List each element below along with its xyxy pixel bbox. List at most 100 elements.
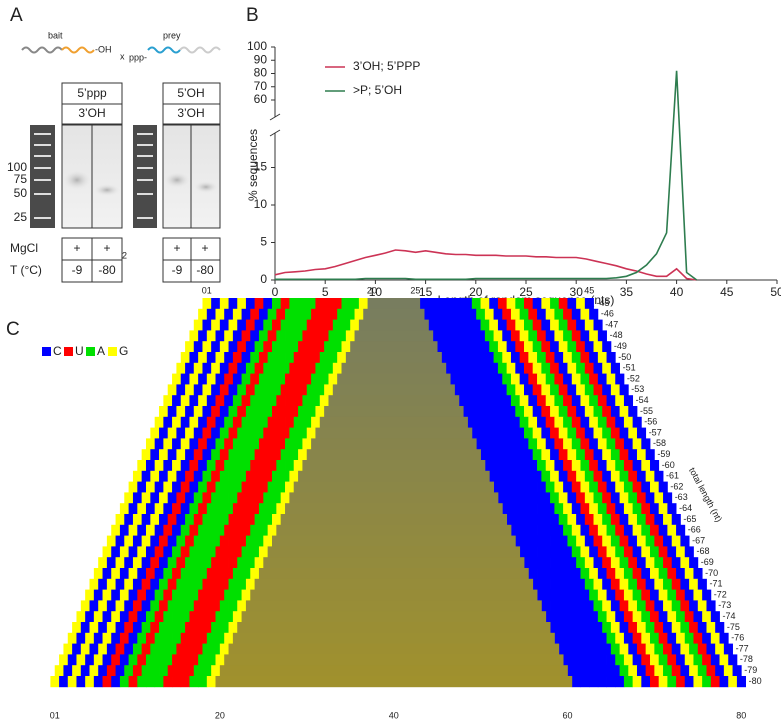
nt-cell [219, 535, 229, 547]
nt-cell [193, 470, 203, 482]
nt-cell [276, 481, 286, 493]
nt-cell [202, 665, 212, 677]
nt-cell [193, 600, 203, 612]
nt-cell [658, 654, 668, 666]
nt-cell [467, 373, 477, 385]
nt-cell [476, 395, 486, 407]
nt-cell [502, 352, 512, 364]
nt-cell [589, 416, 599, 428]
nt-cell [563, 352, 573, 364]
nt-cell [124, 557, 134, 569]
random-region [215, 676, 573, 688]
nt-cell [684, 589, 694, 601]
nt-cell [215, 308, 225, 320]
nt-cell [623, 676, 634, 688]
nt-cell [676, 568, 686, 580]
bait-strand [21, 46, 63, 54]
top-label: 20 [367, 285, 377, 295]
nt-cell [315, 319, 325, 331]
nt-cell [650, 676, 660, 688]
nt-cell [636, 622, 647, 634]
nt-cell [206, 503, 216, 515]
nt-cell [289, 406, 299, 418]
nt-cell [632, 546, 642, 558]
nt-cell [610, 470, 620, 482]
nt-cell [597, 654, 607, 666]
nt-cell [463, 298, 473, 310]
nt-cell [289, 298, 299, 310]
x-tick-label: 45 [720, 285, 734, 299]
nt-cell [554, 568, 564, 580]
nt-cell [550, 600, 560, 612]
nt-cell [280, 384, 290, 396]
nt-cell [141, 600, 151, 612]
nt-cell [693, 654, 703, 666]
nt-cell [606, 568, 616, 580]
nt-cell [658, 546, 668, 558]
nt-cell [615, 654, 625, 666]
nt-cell [250, 373, 260, 385]
nt-cell [272, 470, 282, 482]
nt-cell [558, 622, 568, 634]
nt-cell [154, 546, 164, 558]
nt-cell [145, 503, 156, 515]
nt-cell [267, 503, 277, 515]
random-region [332, 384, 455, 396]
nt-cell [258, 330, 269, 342]
nt-cell [597, 330, 607, 342]
ladder-label: 100 [7, 160, 27, 174]
nt-cell [597, 460, 607, 472]
nt-cell [471, 298, 481, 310]
nt-cell [224, 330, 234, 342]
nt-cell [219, 298, 229, 310]
nt-cell [571, 416, 581, 428]
nt-cell [584, 643, 594, 655]
nt-cell [202, 319, 212, 331]
nt-cell [654, 514, 664, 526]
nt-cell [293, 395, 303, 407]
nt-cell [541, 578, 551, 590]
nt-cell [111, 611, 121, 623]
nt-cell [693, 611, 703, 623]
nt-cell [663, 492, 673, 504]
nt-cell [315, 298, 325, 310]
nt-cell [254, 298, 264, 310]
nt-cell [589, 352, 599, 364]
nt-cell [537, 416, 547, 428]
nt-cell [180, 654, 190, 666]
nt-cell [198, 568, 208, 580]
nt-cell [563, 460, 573, 472]
nt-cell [150, 427, 160, 439]
nt-cell [676, 524, 686, 536]
row-label: -68 [697, 546, 710, 556]
nt-cell [85, 611, 95, 623]
nt-cell [615, 438, 625, 450]
nt-cell [128, 611, 138, 623]
row-label: -65 [683, 514, 696, 524]
nt-cell [111, 546, 121, 558]
nt-cell [241, 395, 251, 407]
ladder-label: 50 [14, 186, 28, 200]
nt-cell [510, 524, 521, 536]
nt-cell [285, 395, 295, 407]
nt-cell [132, 600, 143, 612]
nt-cell [623, 395, 634, 407]
nt-cell [237, 298, 247, 310]
nt-cell [228, 622, 238, 634]
nt-cell [219, 470, 229, 482]
nt-cell [636, 492, 647, 504]
nt-cell [567, 341, 577, 353]
nt-cell [189, 438, 199, 450]
nt-cell [684, 568, 694, 580]
nt-cell [272, 319, 282, 331]
nt-cell [667, 568, 677, 580]
nt-cell [563, 416, 573, 428]
nt-cell [59, 676, 69, 688]
nt-cell [619, 600, 629, 612]
nt-cell [545, 589, 555, 601]
nt-cell [502, 481, 512, 493]
nt-cell [510, 481, 521, 493]
nt-cell [302, 395, 312, 407]
nt-cell [563, 524, 573, 536]
